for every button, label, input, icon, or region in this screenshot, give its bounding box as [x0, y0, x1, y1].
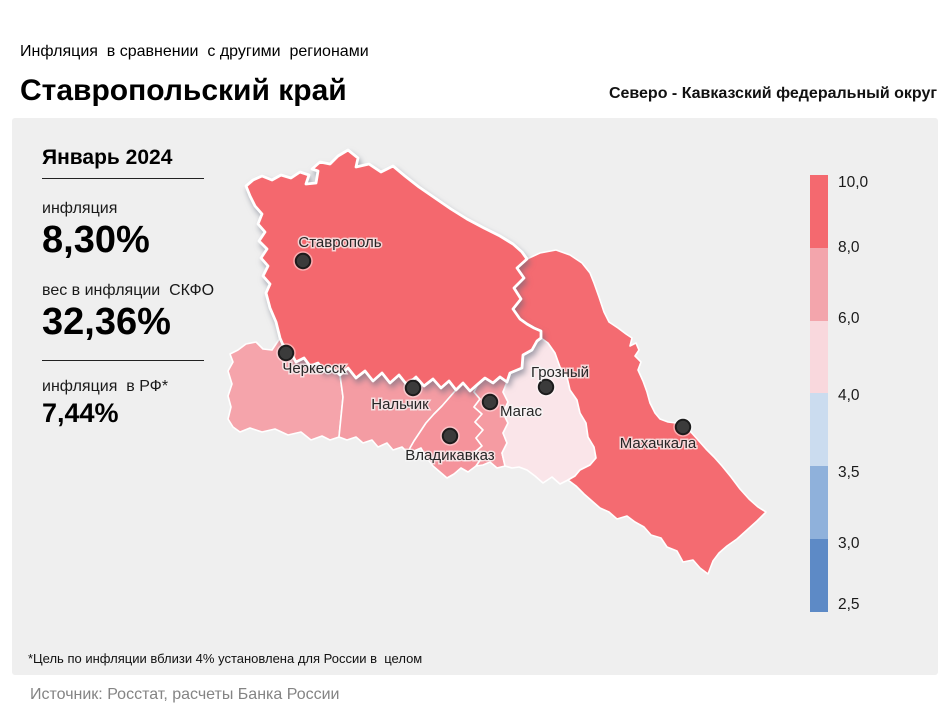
city-Ставрополь: Ставрополь	[293, 233, 383, 271]
divider	[42, 360, 204, 361]
city-marker-dot	[537, 378, 555, 396]
city-marker-dot	[441, 427, 459, 445]
legend-tick-label: 10,0	[838, 174, 869, 191]
rf-inflation-value: 7,44%	[42, 398, 119, 428]
city-label: Владикавказ	[405, 447, 495, 464]
city-marker-dot	[481, 393, 499, 411]
city-label: Ставрополь	[298, 234, 381, 251]
city-label: Грозный	[531, 364, 589, 381]
city-marker-dot	[277, 344, 295, 362]
weight-label: вес в инфляции СКФО	[42, 282, 215, 299]
legend-tick-label: 4,0	[838, 387, 860, 404]
inflation-label: инфляция	[42, 200, 118, 217]
city-marker-dot	[674, 418, 692, 436]
legend-segment	[810, 466, 828, 540]
legend-segment	[810, 320, 828, 394]
city-marker-halo	[276, 343, 296, 363]
city-marker-halo	[673, 417, 693, 437]
period-label: Январь 2024	[42, 146, 173, 169]
federal-district-label: Северо - Кавказский федеральный округ	[608, 85, 937, 102]
page-title: Ставропольский край	[20, 74, 347, 107]
city-label: Махачкала	[620, 435, 697, 452]
legend-tick-label: 3,5	[838, 464, 860, 481]
legend-segment	[810, 175, 828, 248]
map-regions	[227, 148, 767, 575]
kicker-text: Инфляция в сравнении с другими регионами	[20, 43, 369, 60]
legend-tick-label: 8,0	[838, 239, 860, 256]
city-marker-halo	[403, 378, 423, 398]
region-dagestan	[512, 249, 767, 575]
city-label: Черкесск	[282, 360, 346, 377]
city-marker-halo	[536, 377, 556, 397]
legend-tick-label: 3,0	[838, 535, 860, 552]
legend-tick-labels: 10,0 8,0 6,0 4,0 3,5 3,0 2,5	[838, 174, 898, 613]
city-marker-halo	[480, 392, 500, 412]
legend-tick-label: 6,0	[838, 310, 860, 327]
city-Черкесск: Черкесск	[276, 343, 348, 379]
city-Магас: Магас	[480, 392, 544, 422]
city-marker-dot	[294, 252, 312, 270]
city-marker-halo	[293, 251, 313, 271]
legend-tick-label: 2,5	[838, 596, 860, 613]
city-label: Нальчик	[371, 396, 429, 413]
legend-segment	[810, 247, 828, 321]
legend-segment	[810, 393, 828, 467]
city-Владикавказ: Владикавказ	[404, 426, 496, 466]
rf-inflation-label: инфляция в РФ*	[42, 378, 169, 395]
city-label: Магас	[500, 403, 542, 420]
city-markers-layer: Ставрополь Черкесск Нальчик Владикавказ Мага…	[276, 233, 698, 466]
city-Махачкала: Махачкала	[618, 417, 698, 454]
divider	[42, 178, 204, 179]
footnote: *Цель по инфляции вблизи 4% установлена …	[28, 651, 423, 666]
source-caption: Источник: Росстат, расчеты Банка России	[30, 686, 340, 703]
city-marker-halo	[440, 426, 460, 446]
city-Нальчик: Нальчик	[370, 378, 431, 415]
city-marker-dot	[404, 379, 422, 397]
legend-segment	[810, 539, 828, 612]
city-Грозный: Грозный	[529, 363, 591, 397]
legend-colorbar	[810, 175, 828, 612]
weight-value: 32,36%	[42, 301, 171, 343]
region-stavropol-krai	[244, 148, 543, 393]
inflation-value: 8,30%	[42, 219, 150, 261]
